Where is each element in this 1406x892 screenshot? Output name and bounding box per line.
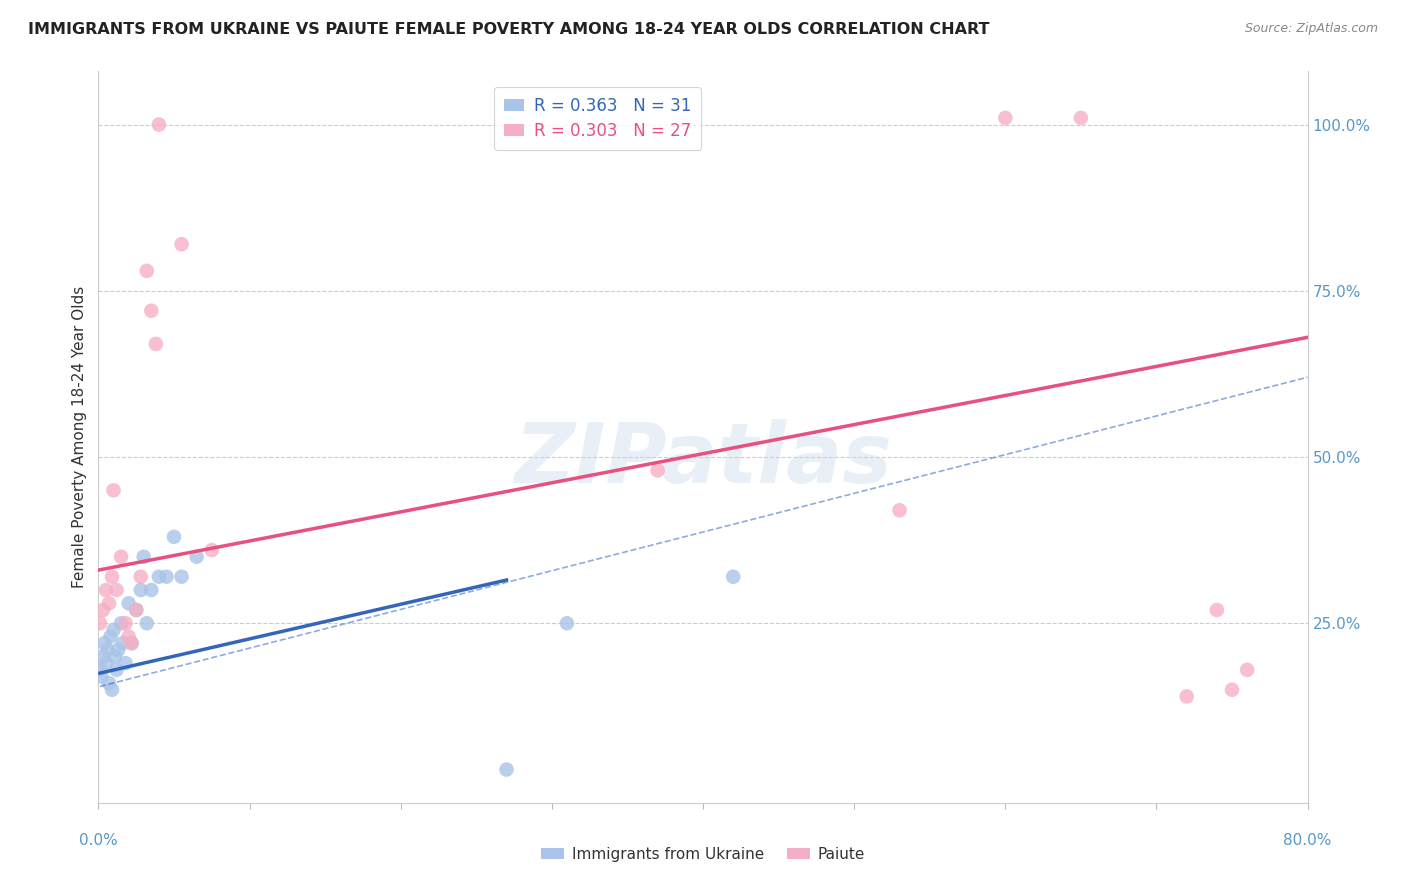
- Point: [148, 118, 170, 132]
- Point: [105, 582, 128, 597]
- Point: [103, 483, 125, 498]
- Point: [1236, 663, 1258, 677]
- Point: [94, 582, 117, 597]
- Point: [105, 663, 128, 677]
- Point: [110, 549, 132, 564]
- Point: [163, 530, 186, 544]
- Point: [98, 596, 121, 610]
- Point: [555, 616, 578, 631]
- Point: [141, 582, 163, 597]
- Point: [90, 669, 112, 683]
- Point: [994, 111, 1017, 125]
- Text: 0.0%: 0.0%: [79, 833, 118, 848]
- Point: [114, 656, 136, 670]
- Text: IMMIGRANTS FROM UKRAINE VS PAIUTE FEMALE POVERTY AMONG 18-24 YEAR OLDS CORRELATI: IMMIGRANTS FROM UKRAINE VS PAIUTE FEMALE…: [28, 22, 990, 37]
- Point: [93, 636, 115, 650]
- Point: [118, 630, 141, 644]
- Point: [91, 649, 114, 664]
- Point: [170, 570, 193, 584]
- Point: [103, 623, 125, 637]
- Point: [107, 643, 129, 657]
- Point: [111, 636, 134, 650]
- Point: [132, 549, 155, 564]
- Point: [101, 682, 124, 697]
- Point: [110, 616, 132, 631]
- Point: [100, 630, 122, 644]
- Point: [101, 570, 124, 584]
- Point: [889, 503, 911, 517]
- Point: [495, 763, 517, 777]
- Legend: Immigrants from Ukraine, Paiute: Immigrants from Ukraine, Paiute: [536, 841, 870, 868]
- Point: [104, 649, 127, 664]
- Point: [96, 643, 118, 657]
- Point: [118, 596, 141, 610]
- Point: [129, 582, 152, 597]
- Text: 80.0%: 80.0%: [1284, 833, 1331, 848]
- Point: [148, 570, 170, 584]
- Point: [125, 603, 148, 617]
- Point: [186, 549, 208, 564]
- Point: [145, 337, 167, 351]
- Point: [135, 264, 157, 278]
- Point: [1175, 690, 1198, 704]
- Point: [89, 616, 111, 631]
- Point: [141, 303, 163, 318]
- Point: [723, 570, 745, 584]
- Point: [170, 237, 193, 252]
- Point: [1070, 111, 1092, 125]
- Point: [1220, 682, 1243, 697]
- Text: Source: ZipAtlas.com: Source: ZipAtlas.com: [1244, 22, 1378, 36]
- Point: [114, 616, 136, 631]
- Point: [121, 636, 143, 650]
- Point: [91, 603, 114, 617]
- Point: [135, 616, 157, 631]
- Point: [1206, 603, 1229, 617]
- Point: [125, 603, 148, 617]
- Point: [98, 676, 121, 690]
- Point: [201, 543, 224, 558]
- Y-axis label: Female Poverty Among 18-24 Year Olds: Female Poverty Among 18-24 Year Olds: [72, 286, 87, 588]
- Point: [94, 656, 117, 670]
- Point: [89, 663, 111, 677]
- Point: [121, 636, 143, 650]
- Point: [129, 570, 152, 584]
- Text: ZIPatlas: ZIPatlas: [515, 418, 891, 500]
- Point: [647, 463, 669, 477]
- Point: [155, 570, 177, 584]
